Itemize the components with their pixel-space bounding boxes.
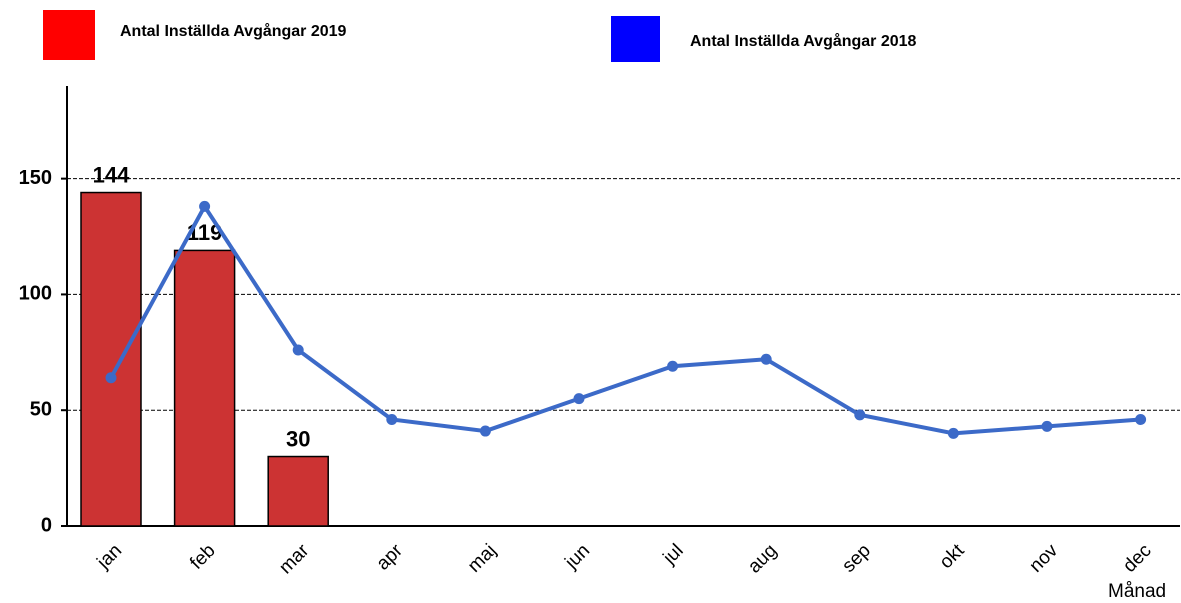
y-tick-label: 100 <box>19 283 52 305</box>
line-point <box>479 425 491 437</box>
line-point <box>386 413 398 425</box>
x-tick-label: maj <box>464 540 501 577</box>
line-point <box>573 393 585 405</box>
legend-swatch <box>611 16 660 62</box>
data-label: 30 <box>286 426 310 451</box>
x-tick-label: mar <box>275 540 313 578</box>
x-axis-label: Månad <box>1108 581 1166 602</box>
x-tick-label: sep <box>838 540 875 577</box>
line-point <box>667 360 679 372</box>
x-tick-label: jan <box>93 540 126 573</box>
legend-label: Antal Inställda Avgångar 2019 <box>120 22 347 40</box>
line-point <box>199 200 211 212</box>
x-tick-label: jul <box>659 540 688 569</box>
y-tick-label: 50 <box>30 398 52 420</box>
data-label: 144 <box>93 162 130 187</box>
legend-label: Antal Inställda Avgångar 2018 <box>690 32 917 50</box>
x-tick-label: feb <box>186 540 220 574</box>
bar <box>267 455 329 527</box>
y-tick-label: 0 <box>41 514 52 536</box>
line-point <box>105 372 117 384</box>
x-tick-label: jun <box>561 540 594 573</box>
bar <box>80 191 142 527</box>
y-tick-label: 150 <box>19 167 52 189</box>
line-point <box>292 344 304 356</box>
legend-swatch <box>43 10 95 60</box>
line <box>109 202 1141 436</box>
line-point <box>854 409 866 421</box>
x-tick-label: dec <box>1119 540 1156 577</box>
line-point <box>1135 413 1147 425</box>
line-point <box>947 427 959 439</box>
line-point <box>1041 420 1053 432</box>
x-tick-label: okt <box>936 540 969 573</box>
x-tick-label: aug <box>744 540 781 577</box>
bar <box>173 249 236 527</box>
line-point <box>760 353 772 365</box>
x-tick-label: apr <box>373 540 408 575</box>
x-tick-label: nov <box>1026 540 1063 577</box>
